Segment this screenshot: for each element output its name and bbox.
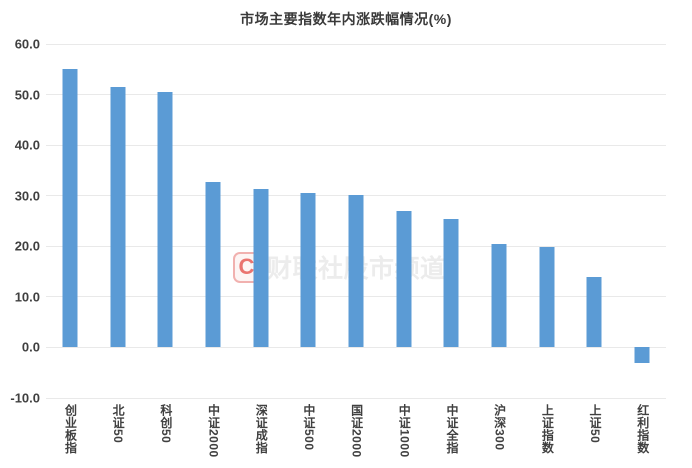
x-axis-tick-label: 国证2000 <box>349 404 364 458</box>
x-axis-tick-label: 中证2000 <box>206 404 221 458</box>
bar <box>253 188 269 348</box>
bar <box>491 243 507 348</box>
x-axis-label-slot: 国证2000 <box>332 404 380 464</box>
x-axis-label-slot: 红利指数 <box>618 404 666 464</box>
bar <box>157 92 173 348</box>
bar-slot <box>189 44 237 398</box>
x-axis-label-slot: 中证2000 <box>189 404 237 464</box>
x-axis-label-slot: 深证成指 <box>237 404 285 464</box>
gridline <box>46 397 666 399</box>
bar <box>300 192 316 348</box>
bar <box>348 194 364 348</box>
bar <box>634 347 650 364</box>
bar-series <box>46 44 666 398</box>
y-axis-tick-label: 10.0 <box>14 289 40 305</box>
chart-title: 市场主要指数年内涨跌幅情况(%) <box>240 11 452 27</box>
bar-slot <box>46 44 94 398</box>
y-axis-tick-label: 0.0 <box>21 339 40 355</box>
x-axis-label-slot: 北证50 <box>94 404 142 464</box>
bar <box>62 68 78 348</box>
x-axis-tick-label: 上证指数 <box>540 404 555 454</box>
gridline <box>46 43 666 45</box>
bar-slot <box>141 44 189 398</box>
x-axis-label-slot: 沪深300 <box>475 404 523 464</box>
bar-slot <box>332 44 380 398</box>
x-axis-tick-label: 北证50 <box>111 404 126 444</box>
y-axis-tick-label: 60.0 <box>14 36 40 52</box>
bar-slot <box>94 44 142 398</box>
bar-slot <box>237 44 285 398</box>
gridline <box>46 94 666 96</box>
y-axis-tick-label: 40.0 <box>14 137 40 153</box>
bar-slot <box>428 44 476 398</box>
bar <box>586 276 602 348</box>
x-axis-label-slot: 中证500 <box>284 404 332 464</box>
x-axis-label-slot: 科创50 <box>141 404 189 464</box>
x-axis-tick-label: 中证1000 <box>397 404 412 458</box>
y-axis-tick-label: 30.0 <box>14 188 40 204</box>
x-axis-tick-label: 沪深300 <box>492 404 507 451</box>
x-axis-label-slot: 中证1000 <box>380 404 428 464</box>
plot-area <box>46 43 666 399</box>
x-axis-tick-label: 创业板指 <box>63 404 78 454</box>
bar-slot <box>284 44 332 398</box>
y-axis: 60.0 50.0 40.0 30.0 20.0 10.0 0.0 -10.0 <box>0 37 40 406</box>
bar-slot <box>618 44 666 398</box>
y-axis-tick-label: -10.0 <box>10 390 40 406</box>
bar-slot <box>475 44 523 398</box>
x-axis-label-slot: 上证指数 <box>523 404 571 464</box>
bar <box>205 181 221 348</box>
bar-slot <box>523 44 571 398</box>
x-axis: 创业板指 北证50 科创50 中证2000 深证成指 中证500 国证2000 中证1000 中… <box>46 404 666 464</box>
x-axis-tick-label: 中证500 <box>301 404 316 451</box>
x-axis-label-slot: 上证50 <box>571 404 619 464</box>
bar <box>539 247 555 348</box>
x-axis-tick-label: 红利指数 <box>635 404 650 454</box>
x-axis-tick-label: 科创50 <box>158 404 173 444</box>
bar <box>110 87 126 348</box>
x-axis-label-slot: 中证全指 <box>428 404 476 464</box>
x-axis-label-slot: 创业板指 <box>46 404 94 464</box>
x-axis-tick-label: 中证全指 <box>444 404 459 454</box>
bar <box>396 211 412 348</box>
x-axis-tick-label: 上证50 <box>588 404 602 444</box>
y-axis-tick-label: 20.0 <box>14 238 40 254</box>
bar-slot <box>380 44 428 398</box>
bar <box>443 219 459 348</box>
bar-slot <box>571 44 619 398</box>
gridline <box>46 144 666 146</box>
y-axis-tick-label: 50.0 <box>14 87 40 103</box>
x-axis-tick-label: 深证成指 <box>254 404 269 454</box>
